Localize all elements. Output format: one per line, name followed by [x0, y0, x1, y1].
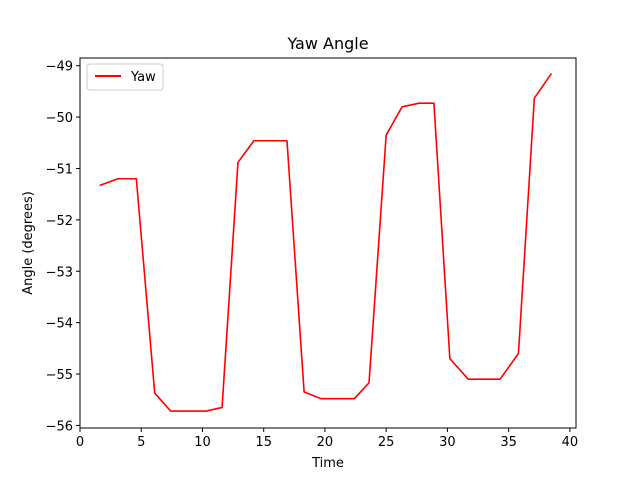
x-tick-label: 35	[500, 435, 517, 450]
x-tick-label: 10	[194, 435, 211, 450]
x-tick-label: 40	[562, 435, 579, 450]
y-tick-label: −50	[46, 111, 73, 126]
x-tick-label: 20	[317, 435, 334, 450]
x-tick-label: 0	[76, 435, 84, 450]
plot-area	[79, 57, 577, 429]
legend-label-yaw: Yaw	[130, 70, 156, 85]
y-tick-label: −56	[46, 419, 73, 434]
axes-frame	[79, 57, 577, 429]
x-tick-label: 15	[255, 435, 272, 450]
x-tick-label: 5	[137, 435, 145, 450]
y-tick-label: −52	[46, 214, 73, 229]
y-axis-label: Angle (degrees)	[21, 191, 36, 295]
y-axis: −56 −55 −54 −53 −52 −51 −50 −49	[46, 60, 80, 434]
legend: Yaw	[86, 63, 164, 91]
series-layer	[99, 72, 553, 412]
x-axis: 0 5 10 15 20 25 30 35 40	[76, 428, 578, 450]
y-tick-label: −54	[46, 317, 73, 332]
x-tick-label: 30	[439, 435, 456, 450]
chart-title: Yaw Angle	[286, 34, 368, 53]
x-axis-label: Time	[311, 456, 344, 471]
y-tick-label: −49	[46, 60, 73, 75]
y-tick-label: −53	[46, 265, 73, 280]
legend-box	[86, 63, 164, 91]
series-line-yaw	[99, 72, 553, 412]
x-tick-label: 25	[378, 435, 395, 450]
y-tick-label: −51	[46, 162, 73, 177]
y-tick-label: −55	[46, 368, 73, 383]
